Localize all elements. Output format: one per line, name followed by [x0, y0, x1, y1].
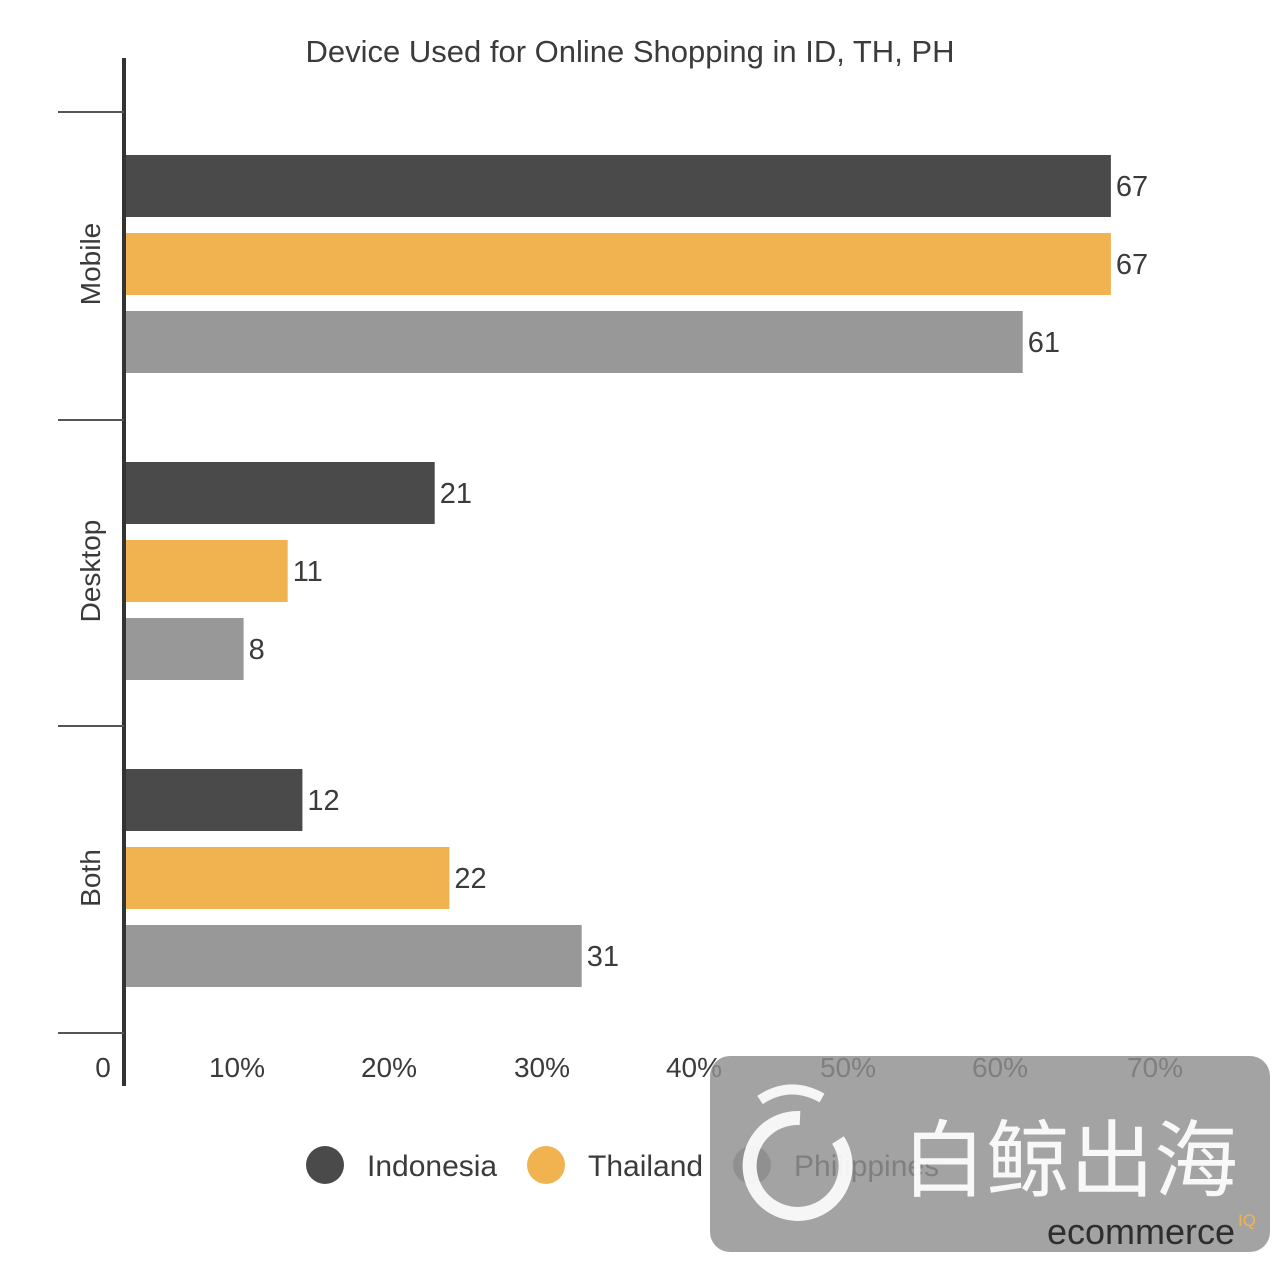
category-label-both: Both — [75, 849, 106, 907]
category-labels: Mobile Desktop Both — [75, 223, 106, 907]
data-label: 67 — [1116, 249, 1148, 281]
bar-both-philippines — [126, 925, 582, 987]
chart-title: Device Used for Online Shopping in ID, T… — [305, 34, 954, 69]
data-label: 11 — [293, 556, 323, 588]
bars — [126, 155, 1111, 987]
data-label: 22 — [454, 863, 486, 895]
legend-label-thailand: Thailand — [588, 1150, 703, 1183]
bar-mobile-indonesia — [126, 155, 1111, 217]
bar-desktop-indonesia — [126, 462, 435, 524]
watermark: 白鲸出海 ecommerce IQ — [710, 1056, 1270, 1252]
whale-logo-icon — [742, 1084, 853, 1221]
value-labels: 67 67 61 21 11 8 12 22 31 — [249, 171, 1149, 973]
legend-marker-indonesia — [306, 1146, 344, 1184]
bar-both-thailand — [126, 847, 450, 909]
data-label: 61 — [1028, 327, 1060, 359]
watermark-brand-text: ecommerce — [1047, 1211, 1235, 1252]
bar-both-indonesia — [126, 769, 303, 831]
bar-desktop-thailand — [126, 540, 288, 602]
watermark-chinese-text: 白鲸出海 — [902, 1114, 1238, 1208]
x-tick-label: 0 — [95, 1052, 111, 1083]
data-label: 31 — [587, 941, 619, 973]
watermark-box — [710, 1056, 1270, 1252]
category-label-desktop: Desktop — [75, 520, 106, 623]
data-label: 8 — [249, 634, 265, 666]
x-tick-label: 30% — [514, 1052, 570, 1083]
legend-marker-thailand — [527, 1146, 565, 1184]
legend-label-indonesia: Indonesia — [367, 1150, 497, 1183]
x-tick-label: 20% — [361, 1052, 417, 1083]
bar-mobile-philippines — [126, 311, 1023, 373]
x-tick-label: 10% — [209, 1052, 265, 1083]
watermark-brand-superscript: IQ — [1238, 1211, 1256, 1230]
bar-desktop-philippines — [126, 618, 244, 680]
bar-mobile-thailand — [126, 233, 1111, 295]
data-label: 67 — [1116, 171, 1148, 203]
axes — [58, 58, 126, 1086]
data-label: 12 — [307, 785, 339, 817]
watermark-brand-name: ecommerce — [1047, 1211, 1235, 1252]
category-label-mobile: Mobile — [75, 223, 106, 305]
data-label: 21 — [440, 478, 472, 510]
